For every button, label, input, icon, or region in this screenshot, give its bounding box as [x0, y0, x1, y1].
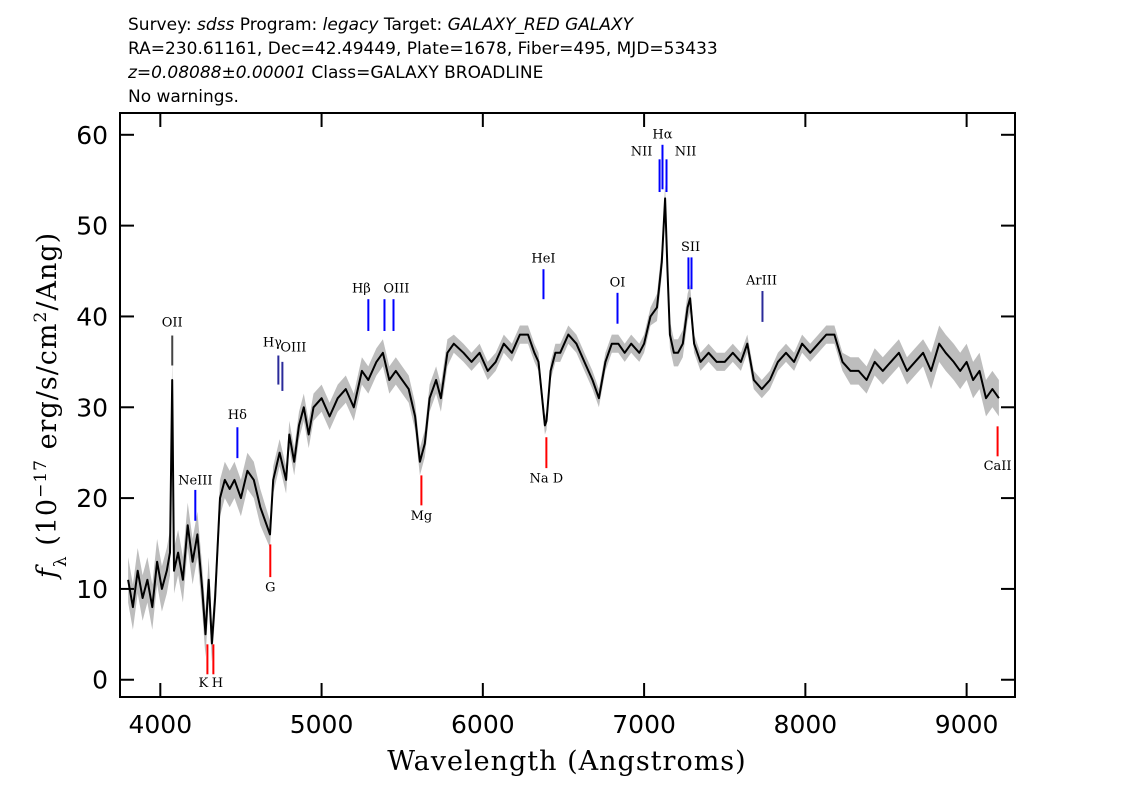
x-tick-label: 5000 — [290, 710, 354, 739]
line-label: OII — [162, 315, 183, 330]
header-segment: Target: — [378, 15, 447, 35]
header-line: No warnings. — [128, 87, 239, 107]
line-label: CaII — [984, 459, 1012, 474]
line-label: NII — [675, 145, 697, 160]
line-label: Hδ — [228, 408, 247, 423]
line-label: SII — [681, 240, 700, 255]
header-segment: GALAXY_RED GALAXY — [448, 15, 635, 35]
line-label: HeI — [531, 252, 555, 267]
y-axis-title-segment: /Ang) — [32, 232, 63, 311]
line-label: Mg — [411, 509, 433, 524]
header-line: RA=230.61161, Dec=42.49449, Plate=1678, … — [128, 39, 718, 59]
y-tick-label: 10 — [76, 575, 108, 604]
line-label: NII — [631, 145, 653, 160]
header-segment: Survey: — [128, 15, 197, 35]
header-segment: sdss — [197, 15, 235, 35]
line-label: Hα — [652, 127, 672, 142]
x-tick-label: 8000 — [774, 710, 838, 739]
x-tick-label: 9000 — [935, 710, 999, 739]
y-tick-label: 30 — [76, 393, 108, 422]
header-segment: legacy — [323, 15, 380, 35]
y-tick-label: 0 — [92, 666, 108, 695]
y-tick-label: 60 — [76, 121, 108, 150]
y-axis-title-segment: erg/s/cm — [32, 322, 63, 459]
y-axis-title-segment: (10 — [32, 498, 63, 555]
x-tick-label: 6000 — [451, 710, 515, 739]
x-tick-label: 7000 — [612, 710, 676, 739]
header-segment: RA=230.61161, Dec=42.49449, Plate=1678, … — [128, 39, 718, 59]
x-tick-label: 4000 — [129, 710, 193, 739]
x-axis-title: Wavelength (Angstroms) — [387, 746, 746, 777]
header-segment: z=0.08088±0.00001 — [127, 63, 306, 83]
y-tick-label: 40 — [76, 302, 108, 331]
y-axis-title: fλ (10−17 erg/s/cm2/Ang) — [31, 232, 71, 580]
line-label: NeIII — [178, 473, 212, 488]
spectrum-line — [127, 197, 1000, 645]
plot-frame — [119, 112, 1016, 698]
line-label: G — [265, 581, 275, 596]
plot-area — [127, 184, 1000, 662]
line-label: Hβ — [352, 282, 371, 297]
y-axis-title-segment: λ — [51, 555, 71, 567]
line-label: OIII — [280, 341, 306, 356]
line-label: OIII — [383, 282, 409, 297]
line-label: H — [212, 676, 223, 691]
line-label: Hγ — [263, 335, 282, 350]
line-label: K — [199, 676, 209, 691]
header-segment: Program: — [234, 15, 322, 35]
line-label: OI — [610, 275, 626, 290]
y-axis-title-segment: 2 — [31, 311, 51, 323]
error-band — [128, 184, 999, 662]
y-tick-label: 20 — [76, 484, 108, 513]
y-axis-title-segment: f — [32, 564, 63, 580]
y-axis-title-segment: −17 — [31, 459, 51, 498]
line-label: ArIII — [745, 274, 777, 289]
y-tick-label: 50 — [76, 212, 108, 241]
header-segment: Class=GALAXY BROADLINE — [306, 63, 543, 83]
line-label: Na D — [530, 472, 564, 487]
header-line: z=0.08088±0.00001 Class=GALAXY BROADLINE — [127, 63, 543, 83]
header-line: Survey: sdss Program: legacy Target: GAL… — [128, 15, 635, 35]
header-segment: No warnings. — [128, 87, 239, 107]
